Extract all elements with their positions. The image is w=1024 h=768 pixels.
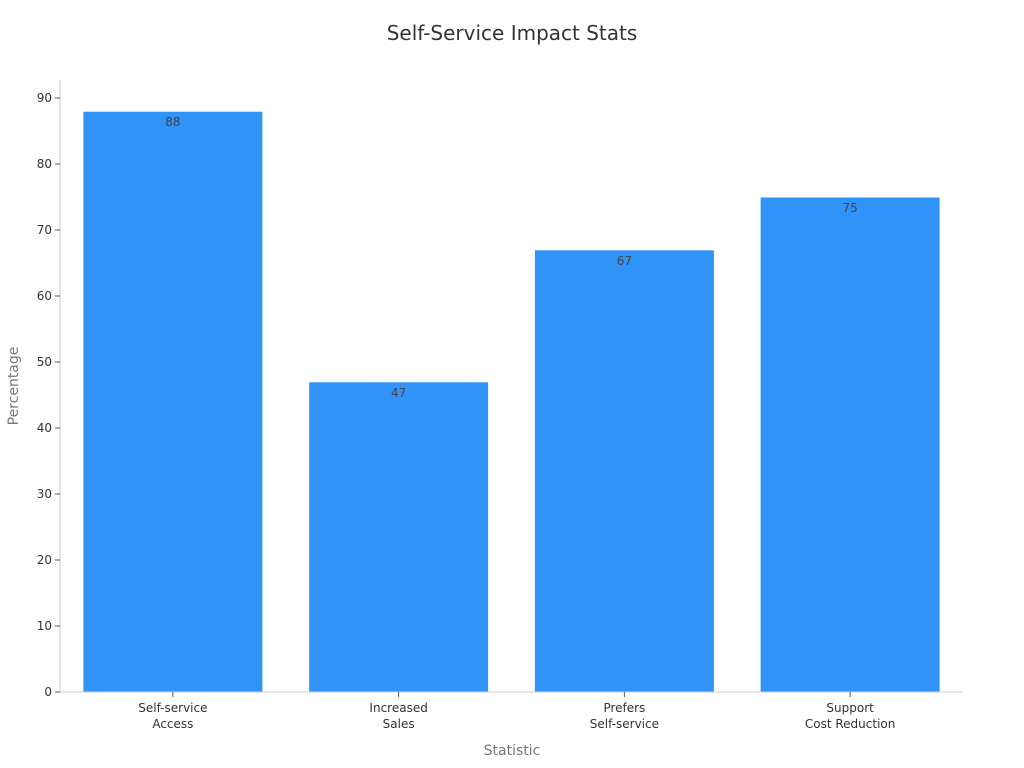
y-tick-label: 50: [37, 355, 52, 369]
chart-title: Self-Service Impact Stats: [387, 21, 638, 45]
y-tick-label: 80: [37, 157, 52, 171]
x-tick-label-line: Access: [152, 717, 193, 731]
x-tick-label: Support Cost Reduction: [805, 701, 895, 731]
y-tick-label: 70: [37, 223, 52, 237]
y-tick-label: 30: [37, 487, 52, 501]
data-labels-group: 88 47 67 75: [165, 115, 858, 400]
bar-value-label: 47: [391, 386, 406, 400]
y-tick-label: 0: [44, 685, 52, 699]
bar: [308, 381, 490, 693]
y-tick-label: 20: [37, 553, 52, 567]
bar: [533, 249, 715, 693]
bars-group: [82, 110, 941, 693]
bar-value-label: 75: [842, 201, 857, 215]
x-tick-label-line: Self-service: [590, 717, 659, 731]
x-tick-label-line: Prefers: [603, 701, 645, 715]
x-tick-label-line: Increased: [369, 701, 427, 715]
bar: [82, 110, 264, 693]
y-tick-label: 60: [37, 289, 52, 303]
x-tick-label: Prefers Self-service: [590, 701, 659, 731]
bar-value-label: 88: [165, 115, 180, 129]
x-axis-ticks: Self-service Access Increased Sales Prefers S…: [138, 692, 895, 731]
y-tick-label: 10: [37, 619, 52, 633]
y-axis-title: Percentage: [6, 347, 22, 426]
y-axis-ticks: 0 10 20 30 40 50 60 70 80 90: [37, 91, 60, 699]
x-tick-label: Increased Sales: [369, 701, 427, 731]
x-axis-title: Statistic: [484, 743, 541, 759]
y-tick-label: 40: [37, 421, 52, 435]
y-tick-label: 90: [37, 91, 52, 105]
x-tick-label-line: Cost Reduction: [805, 717, 895, 731]
x-tick-label-line: Sales: [383, 717, 415, 731]
x-tick-label: Self-service Access: [138, 701, 207, 731]
x-tick-label-line: Self-service: [138, 701, 207, 715]
bar: [759, 196, 941, 693]
bar-value-label: 67: [617, 254, 632, 268]
x-tick-label-line: Support: [826, 701, 874, 715]
